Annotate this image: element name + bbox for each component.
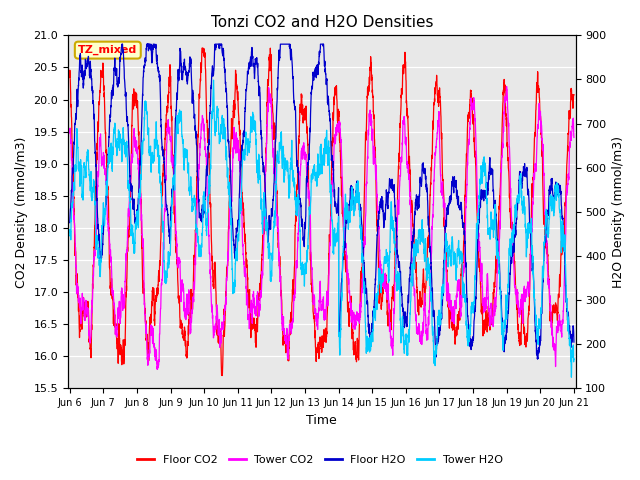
X-axis label: Time: Time: [307, 414, 337, 427]
Y-axis label: CO2 Density (mmol/m3): CO2 Density (mmol/m3): [15, 136, 28, 288]
Text: TZ_mixed: TZ_mixed: [78, 45, 138, 55]
Y-axis label: H2O Density (mmol/m3): H2O Density (mmol/m3): [612, 136, 625, 288]
Legend: Floor CO2, Tower CO2, Floor H2O, Tower H2O: Floor CO2, Tower CO2, Floor H2O, Tower H…: [133, 451, 507, 469]
Title: Tonzi CO2 and H2O Densities: Tonzi CO2 and H2O Densities: [211, 15, 433, 30]
